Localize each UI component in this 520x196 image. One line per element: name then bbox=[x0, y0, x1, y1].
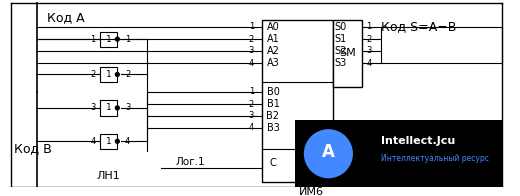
Text: A0: A0 bbox=[267, 22, 279, 32]
Text: 4: 4 bbox=[125, 137, 130, 146]
Text: 4: 4 bbox=[249, 59, 254, 67]
Text: 1: 1 bbox=[106, 35, 112, 44]
Text: 4: 4 bbox=[367, 59, 372, 67]
Text: B0: B0 bbox=[267, 87, 279, 97]
Text: 1: 1 bbox=[249, 22, 254, 31]
Text: 4: 4 bbox=[249, 123, 254, 132]
Bar bbox=[333, 20, 362, 87]
Text: 1: 1 bbox=[106, 103, 112, 112]
Text: Код S=А−В: Код S=А−В bbox=[381, 20, 457, 33]
Text: A: A bbox=[322, 143, 335, 161]
Circle shape bbox=[115, 37, 119, 41]
Text: 3: 3 bbox=[249, 46, 254, 55]
Bar bbox=[100, 67, 118, 82]
Bar bbox=[262, 20, 333, 182]
Text: B3: B3 bbox=[267, 123, 279, 133]
Text: C: C bbox=[269, 158, 276, 168]
Text: 2: 2 bbox=[367, 35, 372, 44]
Text: 3: 3 bbox=[90, 103, 95, 112]
Text: A1: A1 bbox=[267, 34, 279, 44]
Text: SM: SM bbox=[339, 48, 356, 58]
Text: S2: S2 bbox=[334, 46, 347, 56]
Bar bbox=[295, 120, 502, 187]
Text: Интеллектуальный ресурс: Интеллектуальный ресурс bbox=[381, 154, 489, 163]
Circle shape bbox=[305, 130, 352, 178]
Text: S0: S0 bbox=[335, 22, 347, 32]
Text: 1: 1 bbox=[125, 35, 130, 44]
Text: ЛН1: ЛН1 bbox=[97, 171, 121, 181]
Text: 1: 1 bbox=[106, 137, 112, 146]
Circle shape bbox=[115, 139, 119, 143]
Text: 3: 3 bbox=[249, 111, 254, 120]
Text: ИМ6: ИМ6 bbox=[299, 177, 324, 187]
Text: B1: B1 bbox=[267, 99, 279, 109]
Text: Лог.1: Лог.1 bbox=[175, 157, 205, 167]
Text: 2: 2 bbox=[249, 100, 254, 109]
Bar bbox=[100, 32, 118, 47]
Text: ИМ6: ИМ6 bbox=[299, 187, 324, 196]
Text: 2: 2 bbox=[249, 35, 254, 44]
Circle shape bbox=[115, 106, 119, 110]
Text: 3: 3 bbox=[367, 46, 372, 55]
Text: Код В: Код В bbox=[14, 142, 52, 155]
Bar bbox=[100, 134, 118, 149]
Text: 1: 1 bbox=[106, 70, 112, 79]
Text: 3: 3 bbox=[125, 103, 131, 112]
Text: 1: 1 bbox=[367, 22, 372, 31]
Text: 1: 1 bbox=[249, 87, 254, 96]
Text: A3: A3 bbox=[267, 58, 279, 68]
Text: 2: 2 bbox=[90, 70, 95, 79]
Text: 1: 1 bbox=[90, 35, 95, 44]
Text: 4: 4 bbox=[90, 137, 95, 146]
Text: A2: A2 bbox=[267, 46, 279, 56]
Circle shape bbox=[115, 73, 119, 76]
Text: B2: B2 bbox=[266, 111, 279, 121]
Text: S1: S1 bbox=[335, 34, 347, 44]
Text: Intellect.Jcu: Intellect.Jcu bbox=[381, 136, 455, 146]
Text: S3: S3 bbox=[335, 58, 347, 68]
Text: 2: 2 bbox=[125, 70, 130, 79]
Bar bbox=[100, 100, 118, 115]
Text: Код А: Код А bbox=[47, 11, 84, 24]
